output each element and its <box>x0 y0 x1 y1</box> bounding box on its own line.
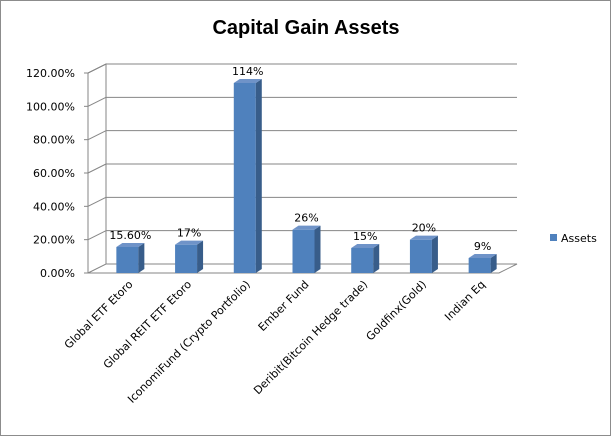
legend-swatch <box>550 234 557 241</box>
gridlines <box>87 63 517 241</box>
x-category-label: Deribit(Bitcoin Hedge trade) <box>251 278 370 397</box>
y-tick-label: 120.00% <box>26 67 75 80</box>
gridline-side <box>87 196 107 207</box>
bar <box>351 244 380 273</box>
data-label: 20% <box>412 222 436 235</box>
bar-top <box>468 254 497 258</box>
bar-side <box>138 243 145 273</box>
bar-front <box>351 248 374 273</box>
bar-top <box>116 243 145 247</box>
y-axis-ticks: 0.00% 20.00% 40.00% 60.00% 80.00% 100.00% 120.… <box>26 67 88 280</box>
x-category-label: Goldfinx(Gold) <box>364 278 429 343</box>
legend: Assets <box>550 232 597 245</box>
bar <box>409 235 438 273</box>
data-label: 15.60% <box>109 229 151 242</box>
bar-side <box>197 240 204 273</box>
chart-title: Capital Gain Assets <box>212 17 399 39</box>
y-tick-label: 0.00% <box>40 267 75 280</box>
bar <box>116 243 145 273</box>
data-label: 114% <box>232 65 263 78</box>
bar-front <box>175 244 198 273</box>
legend-label-assets: Assets <box>561 232 597 245</box>
bar-top <box>175 240 204 245</box>
y-tick-label: 60.00% <box>33 167 75 180</box>
gridline-side <box>87 163 107 174</box>
bar <box>175 240 204 273</box>
gridline-side <box>87 230 107 241</box>
bar <box>468 254 497 273</box>
bar <box>292 225 321 273</box>
bar <box>233 79 262 273</box>
bar-top <box>292 225 321 230</box>
data-label: 17% <box>177 227 201 240</box>
bars <box>116 79 497 273</box>
y-tick-label: 100.00% <box>26 100 75 113</box>
data-label: 26% <box>294 212 318 225</box>
bar-front <box>292 229 315 273</box>
y-tick-label: 80.00% <box>33 134 75 147</box>
y-tick-label: 40.00% <box>33 200 75 213</box>
bar-top <box>233 79 262 83</box>
bar-top <box>409 235 438 240</box>
data-labels: 15.60% 17% 114% 26% 15% 20% 9% <box>109 65 491 253</box>
gridline-side <box>87 130 107 141</box>
data-label: 9% <box>474 240 491 253</box>
bar-side <box>490 254 497 273</box>
bar-front <box>116 247 139 273</box>
x-category-label: Ember Fund <box>256 278 312 334</box>
x-category-label: Indian Eq <box>442 278 488 324</box>
y-tick-label: 20.00% <box>33 234 75 247</box>
gridline-side <box>87 96 107 107</box>
bar-top <box>351 244 380 248</box>
bar-side <box>255 79 262 273</box>
gridline-side <box>87 63 107 74</box>
bar-front <box>233 83 256 273</box>
bar-front <box>468 258 491 273</box>
data-label: 15% <box>353 230 377 243</box>
bar-side <box>431 235 438 273</box>
bar-front <box>409 239 432 273</box>
x-category-label: IconomiFund (Crypto Portfolio) <box>125 278 253 406</box>
bar-side <box>373 244 380 273</box>
bar-side <box>314 225 321 273</box>
